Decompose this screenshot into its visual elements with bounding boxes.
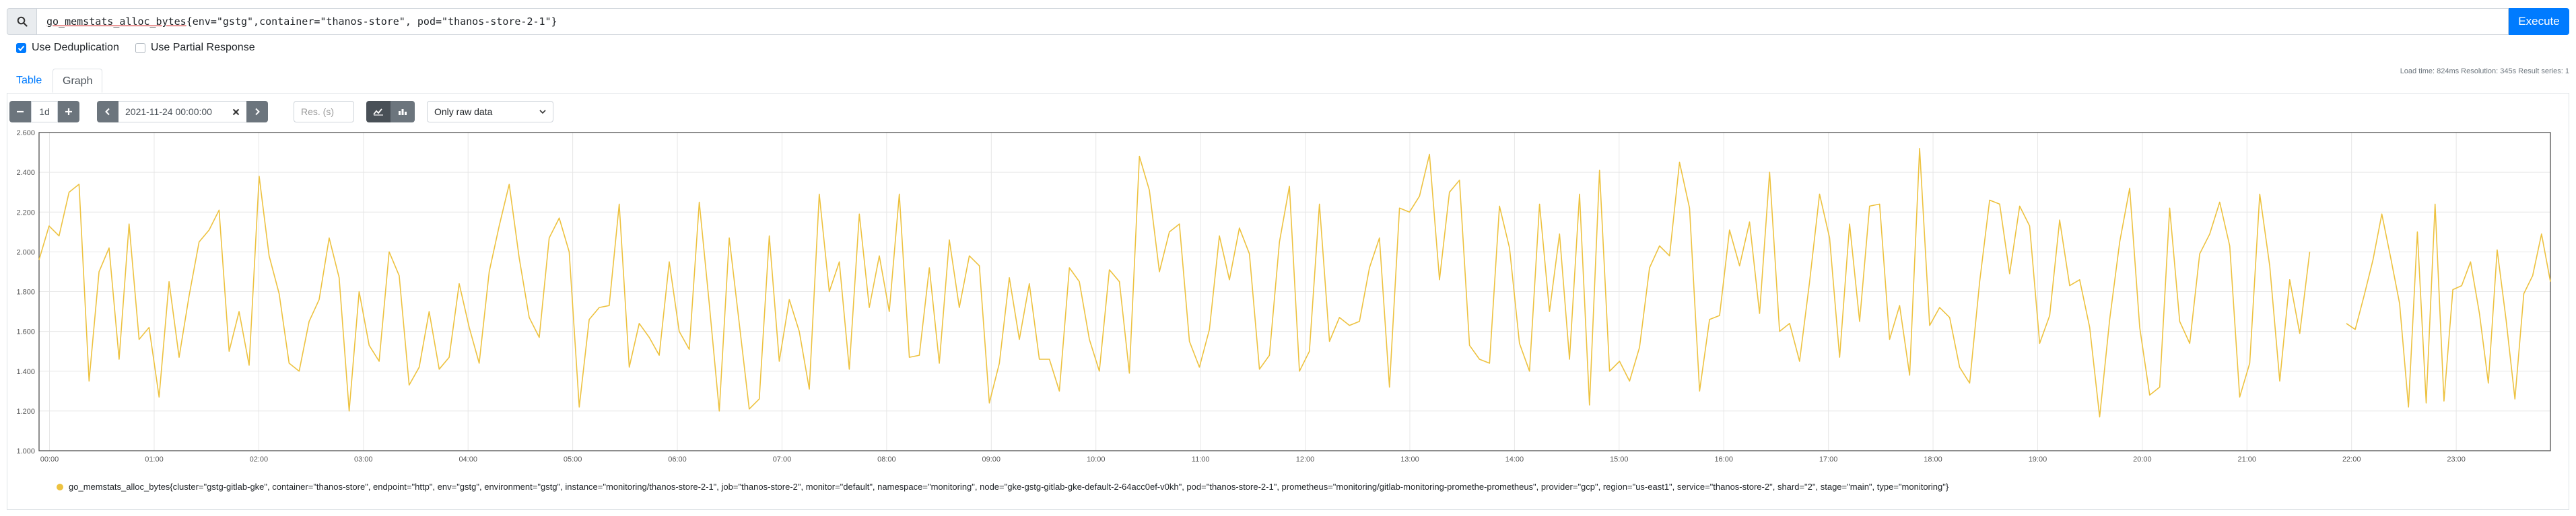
line-mode-button[interactable]	[366, 101, 391, 122]
chart-legend[interactable]: go_memstats_alloc_bytes{cluster="gstg-gi…	[57, 482, 1948, 492]
stack-mode-select[interactable]: Only raw data	[427, 101, 553, 122]
line-chart-icon	[373, 108, 383, 116]
graph-panel	[7, 93, 2569, 510]
tab-table[interactable]: Table	[16, 75, 42, 86]
tab-graph[interactable]: Graph	[53, 69, 103, 93]
range-input[interactable]: 1d	[31, 101, 58, 122]
resolution-input[interactable]: Res. (s)	[294, 101, 354, 122]
query-stats: Load time: 824ms Resolution: 345s Result…	[2400, 67, 2569, 75]
partial-response-label: Use Partial Response	[150, 42, 255, 53]
minus-icon	[17, 110, 24, 113]
legend-swatch	[57, 483, 63, 490]
expression-input[interactable]: go_memstats_alloc_bytes {env="gstg",conta…	[36, 8, 2509, 35]
chevron-down-icon	[539, 110, 546, 114]
graph-controls: 1d 2021-11-24 00:00:00 Res. (s) Only raw…	[9, 101, 553, 122]
time-forward-button[interactable]	[246, 101, 268, 122]
execute-button[interactable]: Execute	[2509, 8, 2569, 35]
range-increase-button[interactable]	[58, 101, 79, 122]
dedup-label: Use Deduplication	[32, 42, 119, 53]
stack-mode-value: Only raw data	[434, 106, 493, 117]
search-icon	[17, 16, 28, 27]
chevron-left-icon	[105, 108, 110, 116]
query-metric: go_memstats_alloc_bytes	[46, 15, 187, 28]
query-options: Use Deduplication Use Partial Response	[16, 42, 255, 54]
end-time-input[interactable]: 2021-11-24 00:00:00	[118, 101, 246, 122]
stacked-chart-icon	[399, 109, 407, 115]
end-time-value: 2021-11-24 00:00:00	[125, 106, 212, 117]
stacked-mode-button[interactable]	[391, 101, 415, 122]
search-icon-box	[7, 8, 36, 35]
checkmark-icon	[18, 45, 25, 51]
resolution-placeholder: Res. (s)	[301, 106, 334, 117]
time-back-button[interactable]	[97, 101, 118, 122]
partial-response-checkbox[interactable]	[135, 42, 145, 53]
clear-icon[interactable]	[232, 108, 240, 116]
tab-bar: Table Graph	[7, 69, 2569, 94]
query-row: go_memstats_alloc_bytes {env="gstg",conta…	[7, 8, 2569, 35]
legend-series-name: go_memstats_alloc_bytes{cluster="gstg-gi…	[69, 482, 1949, 492]
query-labels: {env="gstg",container="thanos-store", po…	[186, 15, 557, 28]
range-decrease-button[interactable]	[9, 101, 31, 122]
plus-icon	[65, 108, 72, 115]
chevron-right-icon	[255, 108, 260, 116]
dedup-checkbox[interactable]	[16, 42, 26, 53]
